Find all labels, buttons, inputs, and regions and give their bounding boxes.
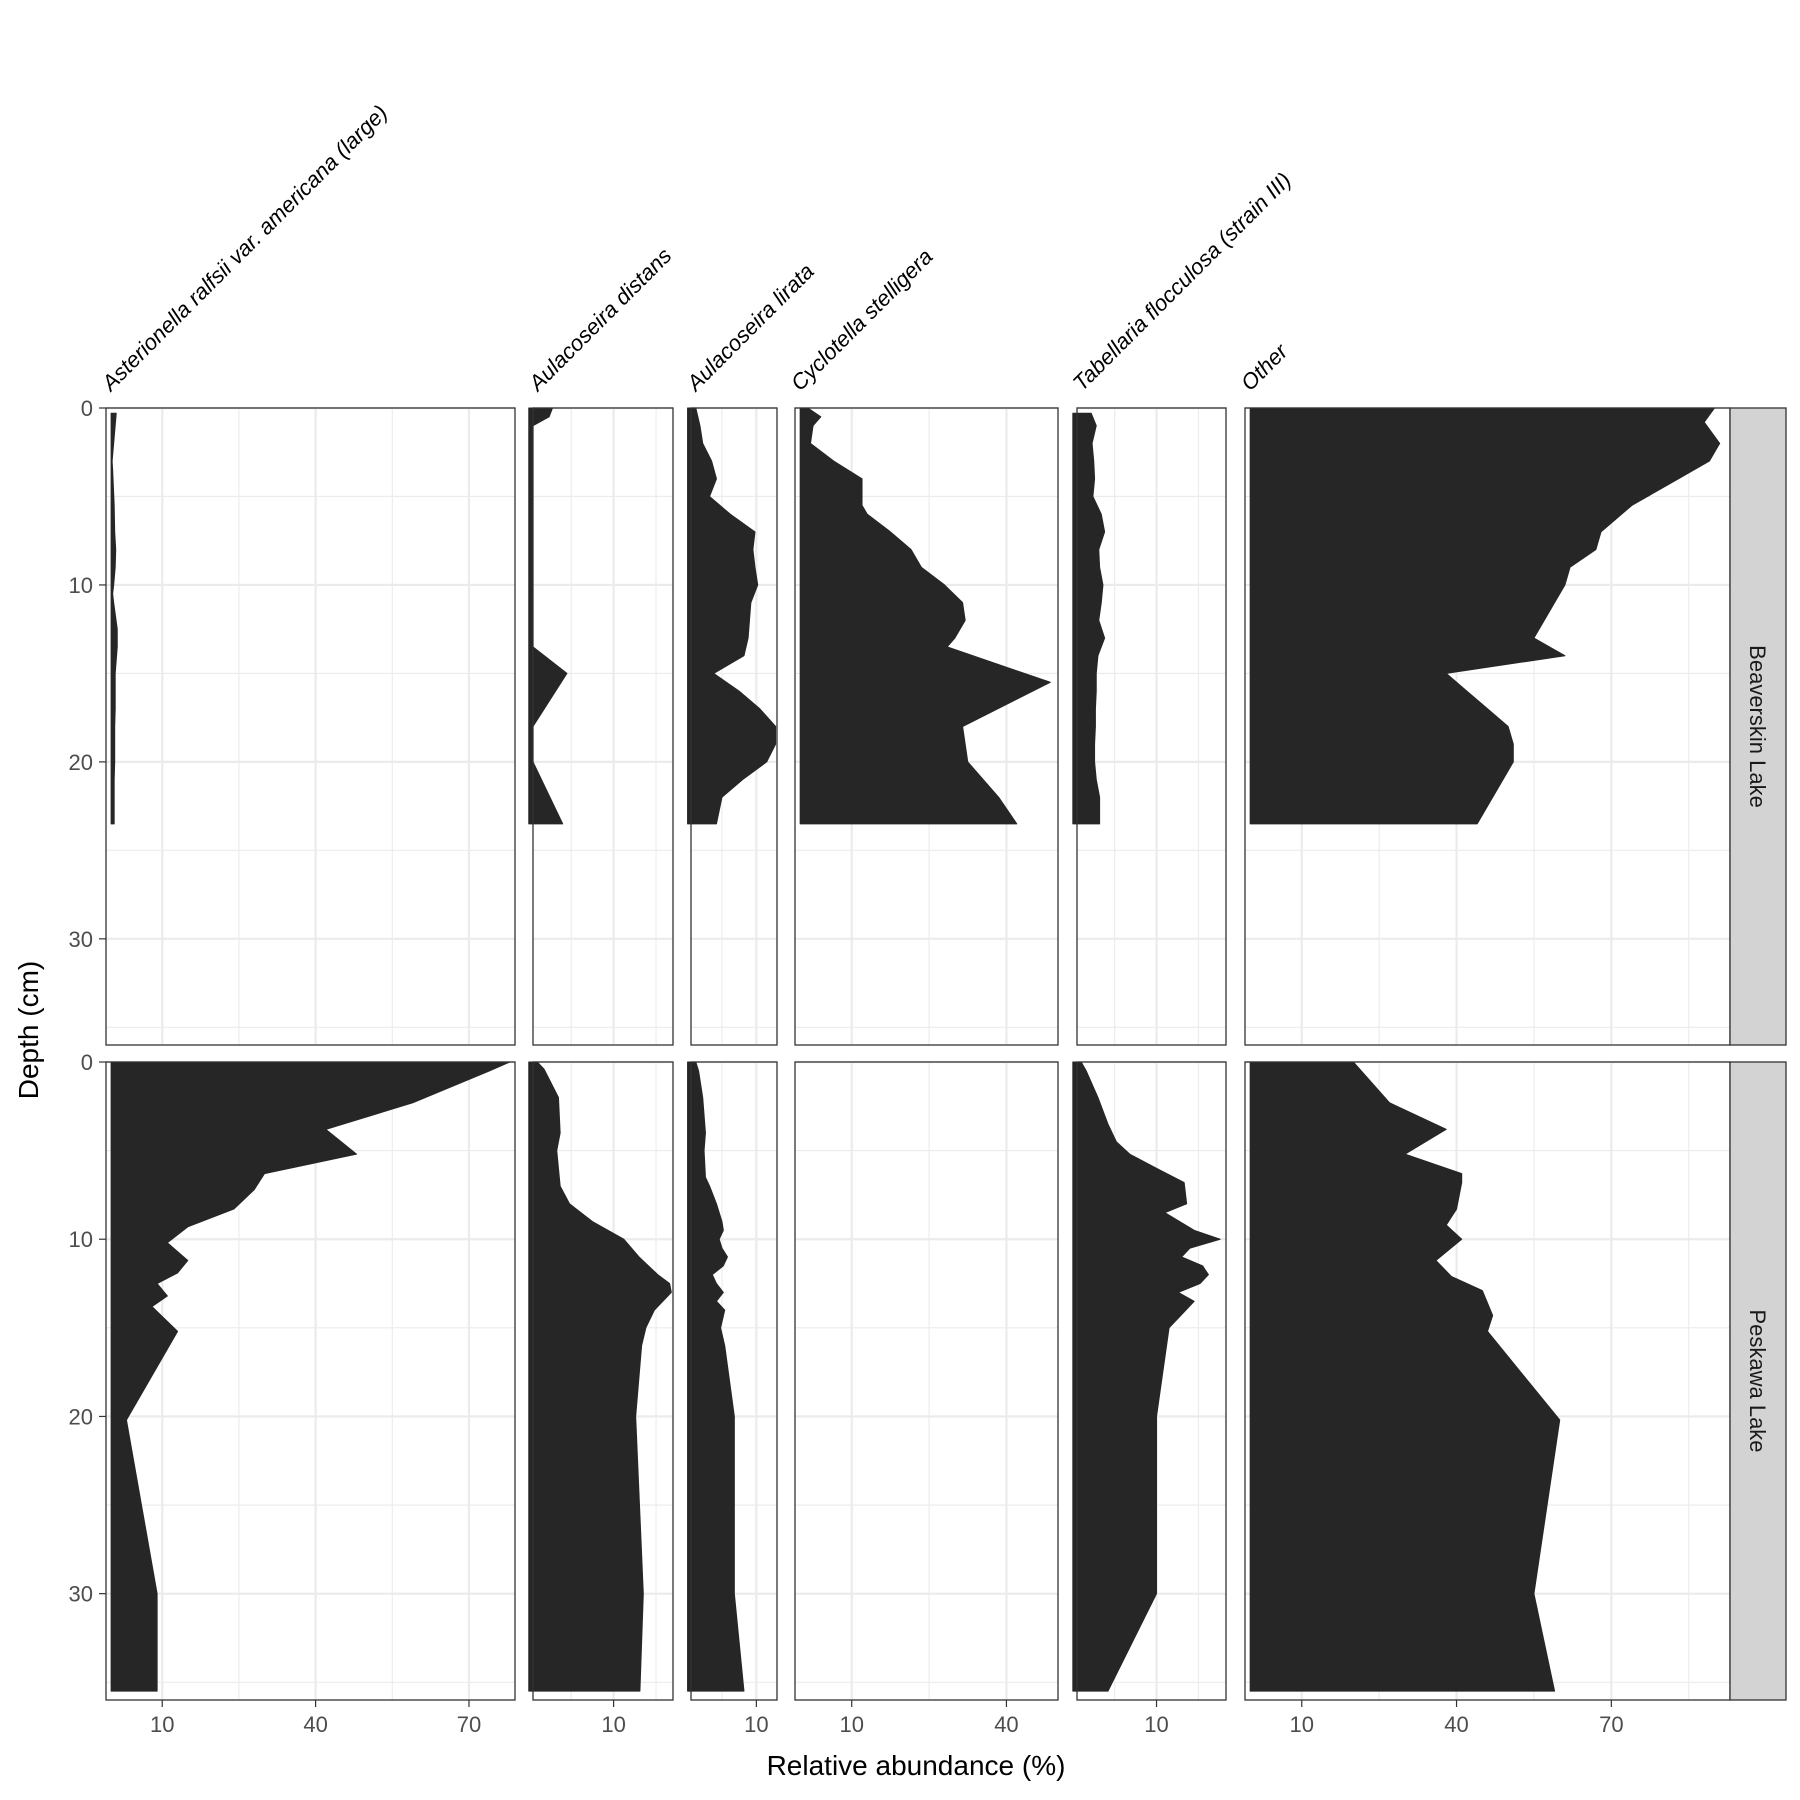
panel-border	[690, 1061, 778, 1701]
panel-peskawa-lake-tabellaria-flocculosa-strain-iii	[1072, 1060, 1227, 1701]
panel-border	[105, 407, 516, 1046]
area-peskawa-lake-aulacoseira-lirata	[687, 1061, 745, 1692]
taxon-label-aulacoseira-distans: Aulacoseira distans	[522, 243, 676, 397]
panel-beaverskin-lake-aulacoseira-distans	[528, 406, 674, 1046]
panel-peskawa-lake-cyclotella-stelligera	[794, 1060, 1059, 1701]
area-peskawa-lake-asterionella-ralfsii-var-americana-large	[110, 1061, 511, 1692]
panel-peskawa-lake-other	[1244, 1060, 1731, 1701]
panel-background	[533, 408, 673, 1045]
x-tick-label: 10	[1290, 1712, 1314, 1737]
facet-label-beaverskin-lake: Beaverskin Lake	[1745, 645, 1770, 808]
x-tick-label: 40	[303, 1712, 327, 1737]
panel-beaverskin-lake-cyclotella-stelligera	[794, 406, 1059, 1046]
panel-beaverskin-lake-aulacoseira-lirata	[687, 406, 778, 1046]
area-peskawa-lake-tabellaria-flocculosa-strain-iii	[1072, 1061, 1221, 1692]
area-beaverskin-lake-tabellaria-flocculosa-strain-iii	[1072, 412, 1106, 825]
x-tick-label: 10	[839, 1712, 863, 1737]
taxon-label-asterionella-ralfsii-var-americana-large: Asterionella ralfsii var. americana (lar…	[95, 100, 392, 397]
y-tick-label: 10	[69, 573, 93, 598]
y-tick-label: 10	[69, 1227, 93, 1252]
x-axis-title: Relative abundance (%)	[767, 1750, 1066, 1781]
y-axis-title: Depth (cm)	[13, 961, 44, 1099]
panel-peskawa-lake-aulacoseira-lirata	[687, 1060, 778, 1701]
area-peskawa-lake-aulacoseira-distans	[528, 1061, 672, 1692]
area-beaverskin-lake-asterionella-ralfsii-var-americana-large	[110, 412, 118, 825]
panel-border	[1076, 407, 1227, 1046]
area-beaverskin-lake-other	[1249, 407, 1721, 825]
panel-border	[794, 407, 1059, 1046]
x-tick-label: 70	[457, 1712, 481, 1737]
y-tick-label: 0	[81, 1050, 93, 1075]
taxon-label-other: Other	[1236, 338, 1294, 396]
panel-border	[690, 407, 778, 1046]
area-beaverskin-lake-cyclotella-stelligera	[799, 407, 1051, 825]
y-tick-label: 20	[69, 1404, 93, 1429]
panel-background	[106, 408, 515, 1045]
x-tick-label: 70	[1599, 1712, 1623, 1737]
x-tick-label: 40	[994, 1712, 1018, 1737]
x-tick-label: 10	[601, 1712, 625, 1737]
facet-strip	[1729, 1061, 1787, 1701]
panel-peskawa-lake-asterionella-ralfsii-var-americana-large	[105, 1060, 516, 1701]
y-tick-label: 20	[69, 750, 93, 775]
x-tick-label: 10	[150, 1712, 174, 1737]
facet-label-peskawa-lake: Peskawa Lake	[1745, 1309, 1770, 1452]
panel-background	[1077, 408, 1226, 1045]
panel-beaverskin-lake-asterionella-ralfsii-var-americana-large	[105, 406, 516, 1046]
panel-beaverskin-lake-tabellaria-flocculosa-strain-iii	[1072, 406, 1227, 1046]
panel-border	[532, 407, 674, 1046]
area-beaverskin-lake-aulacoseira-lirata	[687, 407, 777, 825]
panel-border	[532, 1061, 674, 1701]
x-tick-label: 10	[744, 1712, 768, 1737]
y-tick-label: 0	[81, 396, 93, 421]
area-peskawa-lake-other	[1249, 1061, 1561, 1692]
panel-border	[1076, 1061, 1227, 1701]
x-tick-label: 10	[1144, 1712, 1168, 1737]
panel-background	[795, 1062, 1058, 1700]
panel-beaverskin-lake-other	[1244, 406, 1731, 1046]
x-tick-label: 40	[1444, 1712, 1468, 1737]
y-tick-label: 30	[69, 927, 93, 952]
y-tick-label: 30	[69, 1582, 93, 1607]
panel-border	[794, 1061, 1059, 1701]
panel-peskawa-lake-aulacoseira-distans	[528, 1060, 674, 1701]
panel-border	[105, 1061, 516, 1701]
facet-strip	[1729, 407, 1787, 1046]
